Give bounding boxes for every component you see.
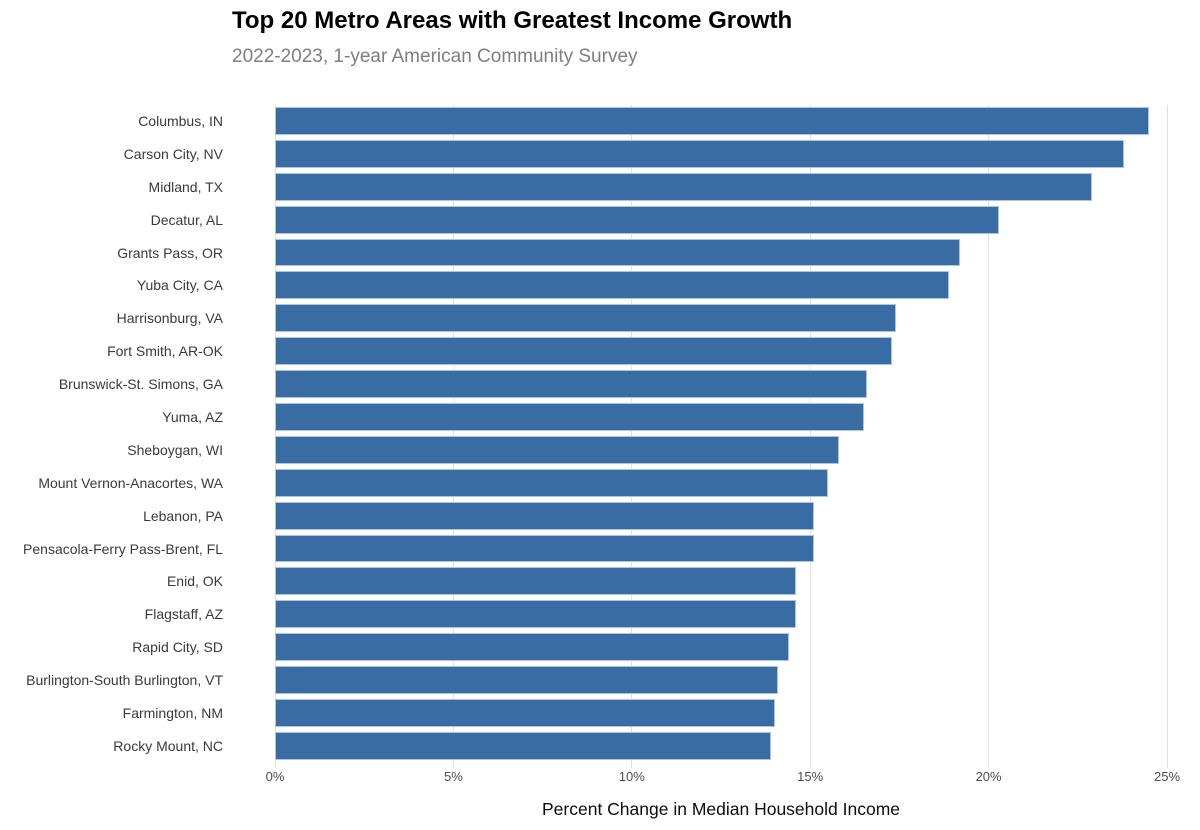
y-axis-label: Yuma, AZ — [162, 409, 223, 426]
bar — [275, 304, 896, 333]
bar-row: Columbus, IN — [0, 105, 1167, 138]
bar — [275, 501, 814, 530]
y-axis-label: Yuba City, CA — [136, 277, 223, 294]
chart-title: Top 20 Metro Areas with Greatest Income … — [232, 7, 793, 34]
bar — [275, 271, 950, 300]
bar-track — [275, 631, 1167, 664]
bar-row: Pensacola-Ferry Pass-Brent, FL — [0, 533, 1167, 566]
x-tick-label: 10% — [618, 769, 645, 784]
bar-row: Carson City, NV — [0, 138, 1167, 171]
x-axis-ticks: 0% 5% 10% 15% 20% 25% — [266, 769, 1180, 787]
bar — [275, 139, 1125, 168]
bar-track — [275, 664, 1167, 697]
x-tick-label: 20% — [975, 769, 1002, 784]
bar-row: Farmington, NM — [0, 697, 1167, 730]
y-axis-label: Grants Pass, OR — [117, 244, 223, 261]
bar-row: Lebanon, PA — [0, 500, 1167, 533]
x-tick-label: 5% — [443, 769, 463, 784]
bar-row: Sheboygan, WI — [0, 434, 1167, 467]
bar-row: Midland, TX — [0, 171, 1167, 204]
gridline — [988, 105, 990, 768]
bar — [275, 172, 1093, 201]
y-axis-label: Brunswick-St. Simons, GA — [58, 376, 223, 393]
bar-track — [275, 138, 1167, 171]
bar-track — [275, 697, 1167, 730]
y-axis-label: Flagstaff, AZ — [144, 606, 223, 623]
bar — [275, 337, 893, 366]
bar-track — [275, 598, 1167, 631]
bar-row: Flagstaff, AZ — [0, 598, 1167, 631]
bar-row: Yuma, AZ — [0, 401, 1167, 434]
bar — [275, 238, 961, 267]
bar-track — [275, 204, 1167, 237]
y-axis-label: Columbus, IN — [138, 113, 223, 129]
bar-track — [275, 500, 1167, 533]
y-axis-label: Decatur, AL — [150, 211, 223, 228]
y-axis-label: Lebanon, PA — [143, 507, 223, 524]
y-axis-label: Sheboygan, WI — [127, 441, 223, 458]
bar-row: Rocky Mount, NC — [0, 730, 1167, 763]
bar — [275, 731, 771, 760]
bar — [275, 370, 868, 399]
y-axis-label: Carson City, NV — [123, 145, 223, 162]
bar — [275, 468, 829, 497]
bar-row: Enid, OK — [0, 565, 1167, 598]
x-tick-label: 15% — [797, 769, 824, 784]
bar-track — [275, 368, 1167, 401]
y-axis-label: Burlington-South Burlington, VT — [26, 672, 223, 689]
bar-row: Mount Vernon-Anacortes, WA — [0, 467, 1167, 500]
bar-rows: Columbus, IN Carson City, NV Midland, TX De… — [0, 105, 1167, 763]
bar-track — [275, 565, 1167, 598]
bar-track — [275, 302, 1167, 335]
y-axis-label: Midland, TX — [148, 178, 223, 195]
y-axis-label: Fort Smith, AR-OK — [107, 343, 223, 360]
bar-track — [275, 237, 1167, 270]
bar-row: Harrisonburg, VA — [0, 302, 1167, 335]
bar-track — [275, 335, 1167, 368]
x-tick-label: 0% — [265, 769, 285, 784]
bar — [275, 534, 814, 563]
bar-track — [275, 105, 1167, 138]
bar-row: Rapid City, SD — [0, 631, 1167, 664]
y-axis-label: Harrisonburg, VA — [116, 310, 223, 327]
bar — [275, 567, 796, 596]
bar-track — [275, 467, 1167, 500]
x-axis-title: Percent Change in Median Household Incom… — [542, 799, 900, 819]
x-tick-label: 25% — [1153, 769, 1181, 784]
bar — [275, 403, 864, 431]
y-axis-label: Farmington, NM — [122, 705, 223, 722]
bar-row: Burlington-South Burlington, VT — [0, 664, 1167, 697]
y-axis-label: Mount Vernon-Anacortes, WA — [38, 474, 223, 491]
bar — [275, 699, 775, 727]
bar — [275, 205, 1000, 234]
bar-row: Brunswick-St. Simons, GA — [0, 368, 1167, 401]
bar-track — [275, 401, 1167, 434]
bar-row: Grants Pass, OR — [0, 237, 1167, 270]
bar-track — [275, 730, 1167, 763]
bar — [275, 633, 789, 662]
bar-row: Decatur, AL — [0, 204, 1167, 237]
y-axis-label: Enid, OK — [166, 573, 223, 590]
chart-subtitle: 2022-2023, 1-year American Community Sur… — [232, 46, 638, 67]
gridline — [1166, 105, 1168, 768]
bar-row: Yuba City, CA — [0, 269, 1167, 302]
bar-track — [275, 533, 1167, 566]
y-axis-label: Rapid City, SD — [132, 639, 223, 656]
bar — [275, 107, 1150, 135]
bar — [275, 600, 796, 629]
y-axis-label: Pensacola-Ferry Pass-Brent, FL — [23, 540, 223, 557]
y-axis-label: Rocky Mount, NC — [113, 737, 223, 754]
bar-track — [275, 171, 1167, 204]
bar — [275, 435, 839, 464]
bar — [275, 666, 779, 695]
bar-track — [275, 269, 1167, 302]
bar-track — [275, 434, 1167, 467]
bar-row: Fort Smith, AR-OK — [0, 335, 1167, 368]
